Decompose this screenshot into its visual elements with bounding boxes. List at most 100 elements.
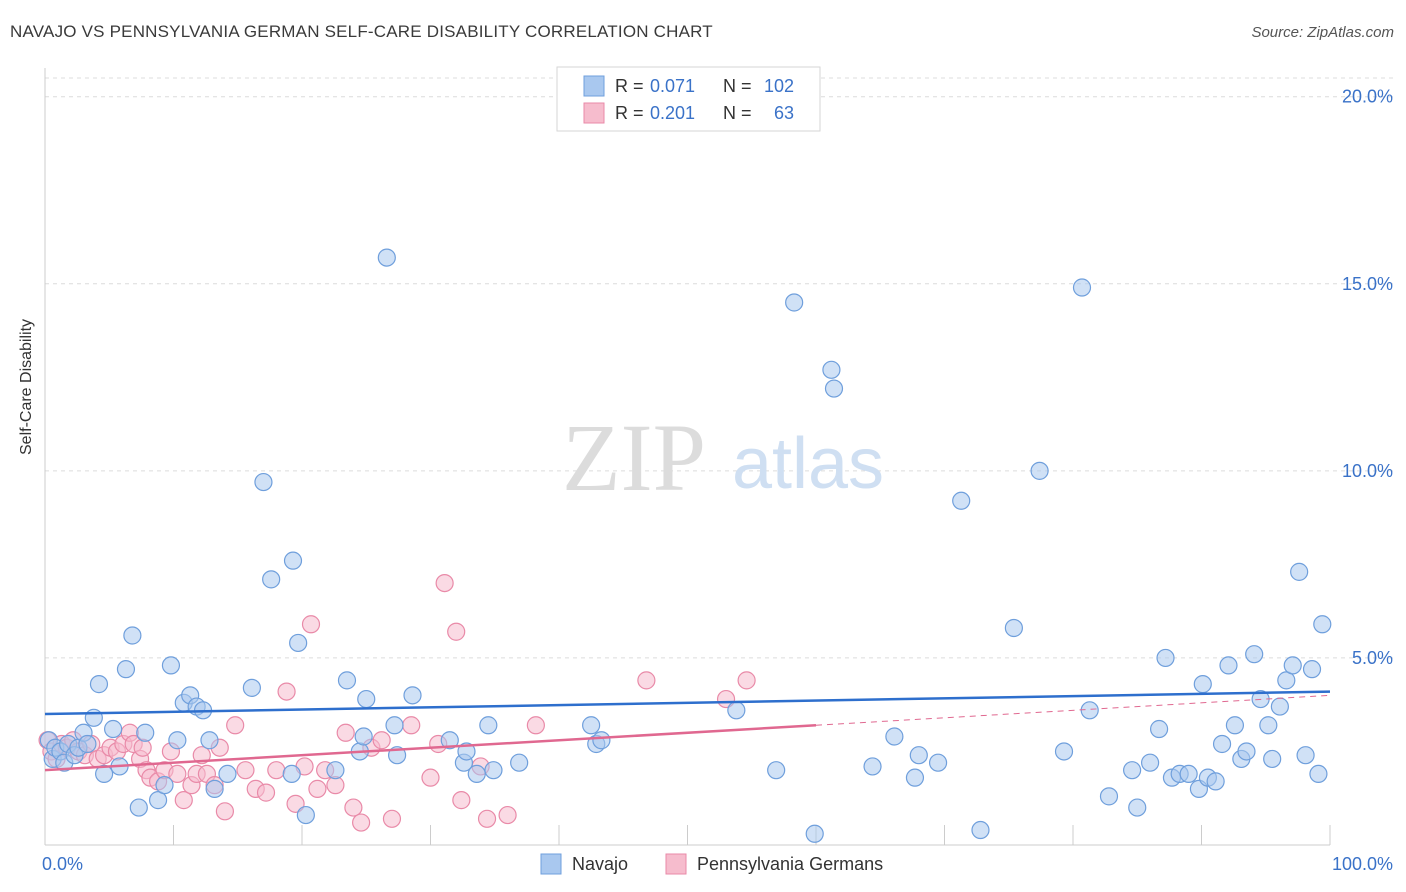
pg-point [301,615,321,634]
navajo-point [971,820,990,840]
navajo-point [727,701,746,720]
navajo-point [785,293,804,312]
navajo-point [403,686,422,705]
navajo-point [1179,764,1198,784]
pg-point [421,768,440,787]
legend-r-value-1: 0.071 [650,76,695,96]
pg-point [267,761,286,780]
navajo-point [161,656,181,675]
navajo-point [1080,701,1099,720]
source-label: Source: ZipAtlas.com [1251,24,1394,41]
navajo-point [123,626,142,645]
navajo-point [155,776,174,795]
bottom-legend-swatch-pg [665,853,687,875]
legend-swatch-pg [583,102,605,124]
navajo-point [1290,562,1309,581]
pg-point [637,671,656,690]
navajo-point [1225,716,1245,735]
correlation-legend: R = 0.071 N = 102 R = 0.201 N = 63 [556,66,821,132]
navajo-point [928,753,948,772]
navajo-point [1259,716,1278,735]
navajo-point [1004,618,1023,638]
y-tick-label: 10.0% [1342,461,1393,481]
navajo-point [1245,645,1264,664]
pg-trend-extension [815,694,1331,726]
legend-r-label-1: R = [615,76,644,96]
pg-point [352,813,371,832]
navajo-point [116,660,136,679]
navajo-point [909,746,928,765]
navajo-point [1263,749,1282,769]
navajo-point [479,716,498,735]
navajo-point [467,764,486,784]
navajo-points [39,248,1332,843]
navajo-point [824,379,844,398]
pg-point [277,682,296,701]
navajo-point [205,779,224,798]
watermark: ZIP atlas [562,404,884,511]
navajo-point [1296,746,1315,765]
navajo-point [510,753,529,772]
navajo-point [1313,615,1332,634]
pg-point [447,622,466,641]
navajo-point [1140,753,1160,772]
navajo-point [1302,660,1322,679]
pg-point [526,716,545,735]
legend-swatch-navajo [583,75,605,97]
navajo-point [885,727,904,746]
navajo-point [136,723,155,742]
navajo-point [78,734,97,754]
y-tick-label: 20.0% [1342,87,1393,107]
pg-point [344,798,363,817]
chart-title: NAVAJO VS PENNSYLVANIA GERMAN SELF-CARE … [10,22,713,41]
pg-point [192,746,211,765]
pg-point [308,779,327,798]
navajo-point [1283,656,1302,675]
navajo-point [95,764,114,784]
navajo-point [822,360,841,379]
navajo-point [218,764,237,784]
navajo-point [168,731,187,750]
pg-point [435,573,454,593]
navajo-point [129,798,148,817]
navajo-point [1128,798,1147,817]
navajo-point [1149,719,1169,739]
legend-r-label-2: R = [615,103,644,123]
bottom-legend-navajo: Navajo [572,854,628,874]
navajo-point [592,731,611,750]
navajo-point [905,768,925,787]
navajo-point [1072,278,1092,297]
navajo-point [385,716,404,735]
navajo-point [1277,671,1296,690]
navajo-point [262,570,281,589]
y-tick-label: 15.0% [1342,274,1393,294]
navajo-point [1156,648,1175,668]
navajo-point [1206,772,1225,791]
navajo-point [1219,656,1238,675]
navajo-point [1054,742,1074,761]
navajo-point [148,791,168,810]
navajo-point [89,675,109,694]
navajo-point [282,764,301,784]
navajo-point [296,805,315,825]
watermark-zip: ZIP [562,404,706,511]
navajo-point [200,731,219,750]
pg-point [256,783,276,802]
y-tick-label: 5.0% [1352,648,1393,668]
navajo-point [242,678,261,697]
navajo-point [805,824,824,843]
navajo-point [1270,697,1289,716]
navajo-point [104,719,123,739]
pg-point [133,738,152,757]
navajo-point [1123,761,1142,780]
pg-point [477,809,497,828]
pg-point [498,805,517,825]
x-tick-label-min: 0.0% [42,854,83,874]
navajo-point [863,757,882,776]
pg-point [372,731,391,750]
navajo-point [952,491,971,510]
pg-point [236,761,255,780]
pg-point [336,723,355,742]
navajo-point [1237,742,1256,761]
navajo-point [357,689,376,709]
